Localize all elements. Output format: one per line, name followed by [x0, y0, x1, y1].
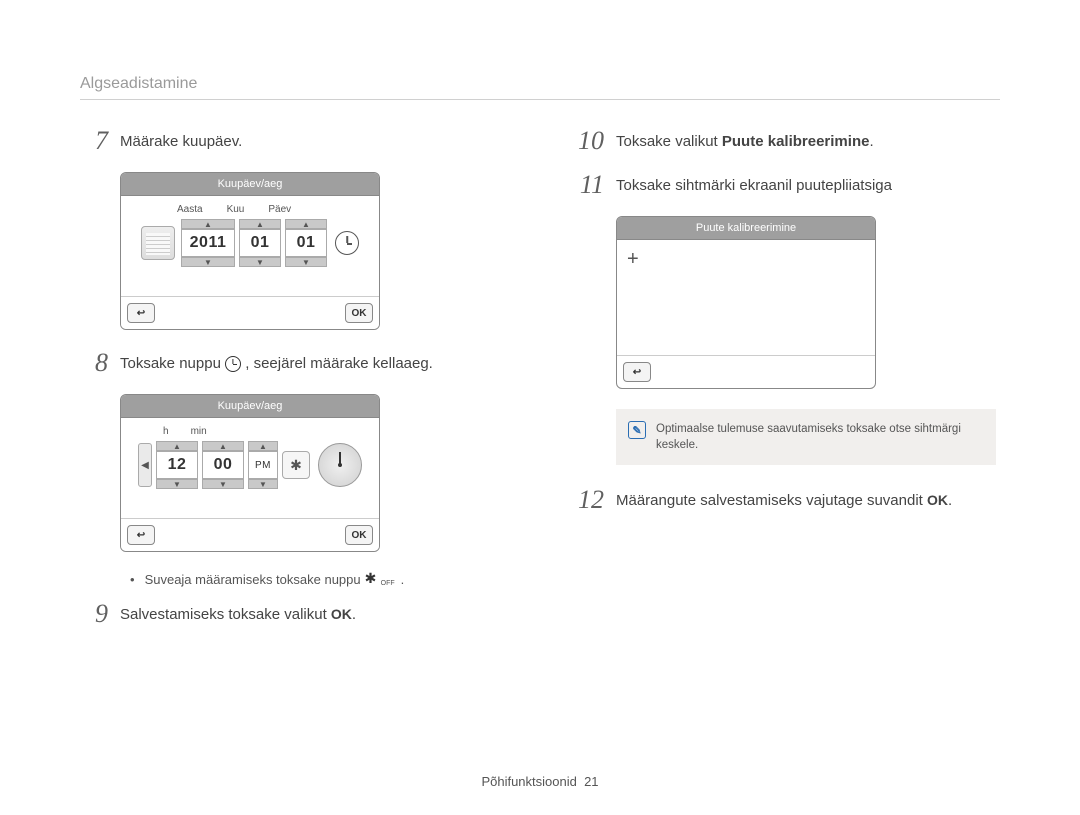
ok-button[interactable]: OK	[345, 303, 373, 323]
footer-label: Põhifunktsioonid	[481, 774, 576, 789]
bold-option: Puute kalibreerimine	[722, 133, 870, 150]
step-number: 7	[80, 128, 108, 154]
step-text: Määrangute salvestamiseks vajutage suvan…	[616, 487, 952, 512]
month-down[interactable]: ▼	[239, 257, 281, 267]
step-number: 9	[80, 601, 108, 627]
time-labels: h min	[127, 424, 373, 441]
label-hour: h	[163, 426, 169, 437]
ampm-spinner[interactable]: ▲ PM ▼	[248, 441, 278, 489]
step-number: 8	[80, 350, 108, 376]
label-year: Aasta	[177, 204, 203, 215]
hour-down[interactable]: ▼	[156, 479, 198, 489]
label-day: Päev	[268, 204, 291, 215]
year-value: 2011	[181, 229, 235, 257]
month-spinner[interactable]: ▲ 01 ▼	[239, 219, 281, 267]
page-title: Algseadistamine	[80, 75, 1000, 100]
step-text: Salvestamiseks toksake valikut OK.	[120, 601, 356, 626]
text-after: .	[948, 492, 952, 509]
analog-clock-icon	[318, 443, 362, 487]
page-footer: Põhifunktsioonid 21	[0, 774, 1080, 789]
ampm-down[interactable]: ▼	[248, 479, 278, 489]
step-text: Toksake nuppu , seejärel määrake kellaae…	[120, 350, 433, 375]
calendar-icon	[141, 226, 175, 260]
ok-inline: OK	[927, 492, 948, 508]
month-value: 01	[239, 229, 281, 257]
bullet-text: Suveaja määramiseks toksake nuppu	[145, 572, 361, 587]
clock-mode-button[interactable]	[335, 231, 359, 255]
note-box: ✎ Optimaalse tulemuse saavutamiseks toks…	[616, 409, 996, 465]
content-columns: 7 Määrake kuupäev. Kuupäev/aeg Aasta Kuu…	[80, 128, 1000, 645]
ok-button[interactable]: OK	[345, 525, 373, 545]
text-before: Toksake nuppu	[120, 355, 225, 372]
step-11: 11 Toksake sihtmärki ekraanil puutepliia…	[576, 172, 1000, 198]
text-before: Salvestamiseks toksake valikut	[120, 606, 331, 623]
month-up[interactable]: ▲	[239, 219, 281, 229]
screen-header: Puute kalibreerimine	[617, 217, 875, 240]
right-column: 10 Toksake valikut Puute kalibreerimine.…	[576, 128, 1000, 645]
ampm-up[interactable]: ▲	[248, 441, 278, 451]
day-spinner[interactable]: ▲ 01 ▼	[285, 219, 327, 267]
calibration-target-icon[interactable]: +	[627, 248, 639, 271]
year-spinner[interactable]: ▲ 2011 ▼	[181, 219, 235, 267]
text-after: .	[352, 606, 356, 623]
time-screenshot: Kuupäev/aeg h min ◀ ▲ 12 ▼	[120, 394, 504, 552]
dst-bullet: Suveaja määramiseks toksake nuppu OFF.	[130, 572, 504, 587]
min-up[interactable]: ▲	[202, 441, 244, 451]
day-down[interactable]: ▼	[285, 257, 327, 267]
footer-page: 21	[584, 774, 598, 789]
text-after: , seejärel määrake kellaaeg.	[245, 355, 433, 372]
text-after: .	[869, 133, 873, 150]
text-before: Toksake valikut	[616, 133, 722, 150]
year-up[interactable]: ▲	[181, 219, 235, 229]
step-7: 7 Määrake kuupäev.	[80, 128, 504, 154]
label-min: min	[191, 426, 207, 437]
step-number: 12	[576, 487, 604, 513]
note-text: Optimaalse tulemuse saavutamiseks toksak…	[656, 421, 984, 453]
step-12: 12 Määrangute salvestamiseks vajutage su…	[576, 487, 1000, 513]
screen-header: Kuupäev/aeg	[121, 395, 379, 418]
calibration-screenshot: Puute kalibreerimine + ↩	[616, 216, 1000, 389]
year-down[interactable]: ▼	[181, 257, 235, 267]
label-month: Kuu	[227, 204, 245, 215]
date-screenshot: Kuupäev/aeg Aasta Kuu Päev ▲ 2011 ▼	[120, 172, 504, 330]
ampm-value: PM	[248, 451, 278, 479]
step-9: 9 Salvestamiseks toksake valikut OK.	[80, 601, 504, 627]
minute-spinner[interactable]: ▲ 00 ▼	[202, 441, 244, 489]
step-number: 11	[576, 172, 604, 198]
min-down[interactable]: ▼	[202, 479, 244, 489]
hour-up[interactable]: ▲	[156, 441, 198, 451]
back-button[interactable]: ↩	[127, 303, 155, 323]
step-number: 10	[576, 128, 604, 154]
back-button[interactable]: ↩	[623, 362, 651, 382]
date-labels: Aasta Kuu Päev	[127, 202, 373, 219]
hour-spinner[interactable]: ▲ 12 ▼	[156, 441, 198, 489]
sun-icon	[365, 573, 379, 587]
screen-header: Kuupäev/aeg	[121, 173, 379, 196]
day-up[interactable]: ▲	[285, 219, 327, 229]
note-icon: ✎	[628, 421, 646, 439]
clock-icon	[225, 356, 241, 372]
step-8: 8 Toksake nuppu , seejärel määrake kella…	[80, 350, 504, 376]
dst-button[interactable]: ✱	[282, 451, 310, 479]
sun-sub: OFF	[381, 580, 395, 587]
hour-value: 12	[156, 451, 198, 479]
step-text: Määrake kuupäev.	[120, 128, 242, 153]
step-text: Toksake sihtmärki ekraanil puutepliiatsi…	[616, 172, 892, 197]
min-value: 00	[202, 451, 244, 479]
ok-inline: OK	[331, 606, 352, 622]
day-value: 01	[285, 229, 327, 257]
step-10: 10 Toksake valikut Puute kalibreerimine.	[576, 128, 1000, 154]
prev-arrow[interactable]: ◀	[138, 443, 152, 487]
text-before: Määrangute salvestamiseks vajutage suvan…	[616, 492, 927, 509]
step-text: Toksake valikut Puute kalibreerimine.	[616, 128, 874, 153]
back-button[interactable]: ↩	[127, 525, 155, 545]
left-column: 7 Määrake kuupäev. Kuupäev/aeg Aasta Kuu…	[80, 128, 504, 645]
